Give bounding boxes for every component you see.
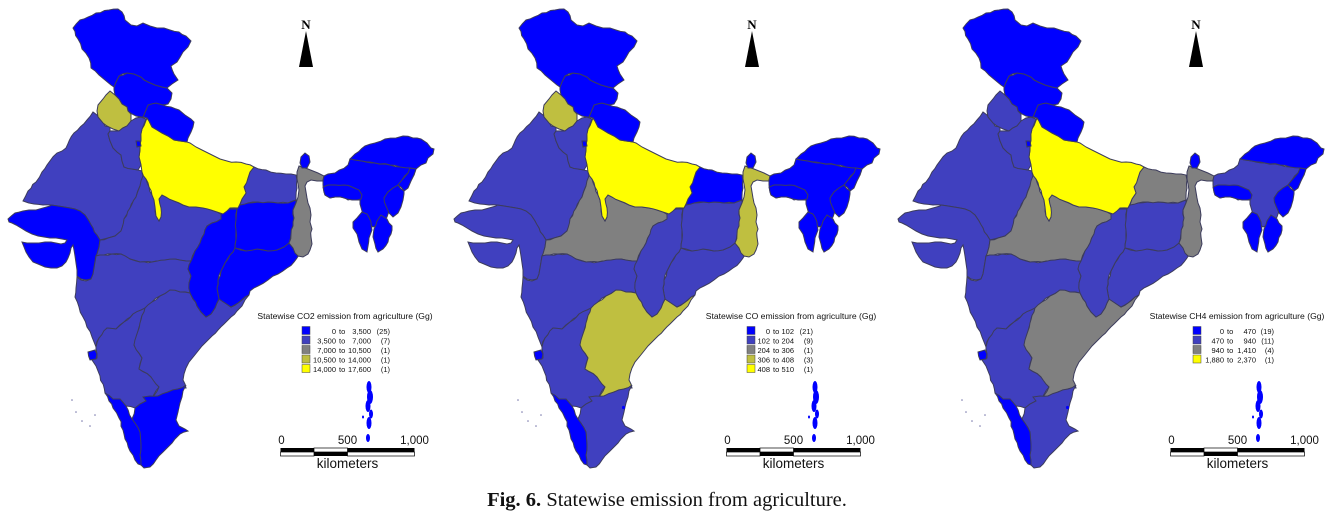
svg-text:(19): (19) — [1261, 327, 1275, 336]
svg-text:(3): (3) — [804, 356, 814, 365]
svg-text:to: to — [1227, 356, 1233, 365]
svg-text:to: to — [1227, 337, 1233, 346]
svg-text:to: to — [339, 365, 345, 374]
svg-text:0: 0 — [1220, 327, 1224, 336]
svg-text:14,000: 14,000 — [348, 356, 371, 365]
svg-text:7,000: 7,000 — [352, 337, 371, 346]
svg-text:470: 470 — [1243, 327, 1256, 336]
svg-text:(21): (21) — [800, 327, 814, 336]
svg-text:0: 0 — [278, 435, 284, 447]
svg-text:0: 0 — [1168, 435, 1174, 447]
svg-text:1,880: 1,880 — [1205, 356, 1224, 365]
svg-text:10,500: 10,500 — [348, 346, 371, 355]
svg-text:0: 0 — [332, 327, 336, 336]
svg-text:to: to — [339, 337, 345, 346]
svg-text:Fig. 6. Statewise emission fro: Fig. 6. Statewise emission from agricult… — [487, 489, 847, 511]
svg-text:kilometers: kilometers — [1207, 456, 1269, 471]
svg-text:102: 102 — [757, 337, 770, 346]
svg-text:3,500: 3,500 — [317, 337, 336, 346]
svg-text:N: N — [747, 17, 757, 32]
svg-text:to: to — [1227, 346, 1233, 355]
svg-text:Statewise CH4 emission from ag: Statewise CH4 emission from agriculture … — [1150, 311, 1325, 321]
svg-text:to: to — [773, 327, 779, 336]
svg-text:306: 306 — [781, 346, 794, 355]
svg-text:204: 204 — [757, 346, 770, 355]
svg-text:1,000: 1,000 — [1290, 435, 1319, 447]
svg-text:(1): (1) — [804, 365, 814, 374]
svg-text:(1): (1) — [381, 356, 391, 365]
svg-text:(1): (1) — [381, 365, 391, 374]
svg-text:to: to — [773, 365, 779, 374]
svg-text:1,000: 1,000 — [846, 435, 875, 447]
svg-text:to: to — [339, 346, 345, 355]
svg-text:to: to — [339, 327, 345, 336]
svg-text:Statewise CO2 emission from ag: Statewise CO2 emission from agriculture … — [257, 311, 432, 321]
svg-text:3,500: 3,500 — [352, 327, 371, 336]
svg-text:17,600: 17,600 — [348, 365, 371, 374]
svg-text:to: to — [773, 346, 779, 355]
svg-text:408: 408 — [757, 365, 770, 374]
svg-text:2,370: 2,370 — [1237, 356, 1256, 365]
svg-text:kilometers: kilometers — [317, 456, 379, 471]
svg-text:(1): (1) — [1265, 356, 1275, 365]
svg-text:408: 408 — [781, 356, 794, 365]
svg-text:to: to — [1227, 327, 1233, 336]
svg-text:(4): (4) — [1265, 346, 1275, 355]
svg-text:102: 102 — [781, 327, 794, 336]
svg-text:500: 500 — [338, 435, 357, 447]
svg-text:kilometers: kilometers — [763, 456, 825, 471]
svg-text:940: 940 — [1211, 346, 1224, 355]
svg-text:204: 204 — [781, 337, 794, 346]
svg-text:10,500: 10,500 — [313, 356, 336, 365]
svg-text:to: to — [773, 337, 779, 346]
svg-text:1,410: 1,410 — [1237, 346, 1256, 355]
svg-text:306: 306 — [757, 356, 770, 365]
svg-text:7,000: 7,000 — [317, 346, 336, 355]
svg-text:500: 500 — [784, 435, 803, 447]
svg-text:N: N — [301, 17, 311, 32]
svg-text:(7): (7) — [381, 337, 391, 346]
svg-text:0: 0 — [724, 435, 730, 447]
svg-text:(9): (9) — [804, 337, 814, 346]
svg-text:N: N — [1191, 17, 1201, 32]
svg-text:470: 470 — [1211, 337, 1224, 346]
svg-text:500: 500 — [1228, 435, 1247, 447]
svg-text:(11): (11) — [1261, 337, 1274, 346]
svg-text:(1): (1) — [804, 346, 814, 355]
svg-text:to: to — [339, 356, 345, 365]
svg-text:(1): (1) — [381, 346, 391, 355]
svg-text:0: 0 — [766, 327, 770, 336]
svg-text:940: 940 — [1243, 337, 1256, 346]
svg-text:to: to — [773, 356, 779, 365]
svg-text:(25): (25) — [377, 327, 391, 336]
svg-text:1,000: 1,000 — [400, 435, 429, 447]
svg-text:510: 510 — [781, 365, 794, 374]
svg-text:14,000: 14,000 — [313, 365, 336, 374]
svg-text:Statewise CO emission from agr: Statewise CO emission from agriculture (… — [706, 311, 877, 321]
